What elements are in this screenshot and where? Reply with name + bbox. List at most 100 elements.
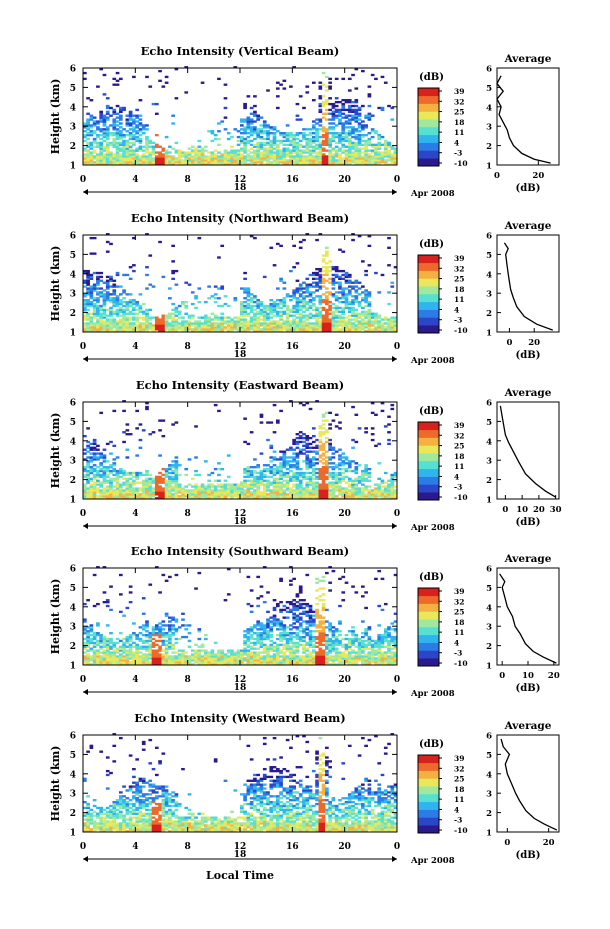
heatmap-cell: [102, 469, 107, 473]
heatmap-cell: [135, 161, 139, 164]
heatmap-cell: [92, 438, 97, 442]
heatmap-cell: [135, 316, 139, 319]
heatmap-cell: [148, 161, 153, 164]
heatmap-cell: [338, 328, 342, 331]
heatmap-cell: [118, 645, 123, 648]
heatmap-cell: [99, 118, 104, 121]
heatmap-cell: [99, 411, 104, 415]
heatmap-cell: [220, 287, 225, 290]
heatmap-cell: [347, 147, 352, 150]
colorbar-swatch: [418, 309, 439, 318]
colorbar-swatch: [418, 468, 439, 477]
heatmap-cell: [148, 141, 153, 145]
y-tick-label: 1: [70, 329, 76, 339]
heatmap-cell: [390, 153, 395, 156]
heatmap-cell: [102, 635, 107, 639]
heatmap-cell: [344, 287, 349, 290]
heatmap-cell: [325, 266, 329, 269]
heatmap-cell: [374, 161, 378, 164]
heatmap-cell: [194, 330, 198, 333]
heatmap-cell: [328, 137, 332, 141]
heatmap-cell: [92, 493, 97, 496]
heatmap-cell: [298, 149, 303, 152]
heatmap-cell: [112, 159, 117, 162]
heatmap-cell: [226, 326, 231, 329]
heatmap-cell: [282, 320, 287, 323]
heatmap-cell: [334, 269, 339, 273]
heatmap-cell: [321, 491, 326, 494]
heatmap-cell: [118, 471, 123, 475]
heatmap-cell: [292, 328, 296, 331]
heatmap-cell: [285, 314, 290, 317]
heatmap-cell: [266, 135, 270, 139]
heatmap-cell: [302, 471, 306, 475]
heatmap-cell: [161, 320, 166, 323]
heatmap-cell: [164, 81, 169, 84]
heatmap-cell: [210, 497, 215, 500]
heatmap-cell: [92, 481, 97, 484]
heatmap-cell: [341, 489, 346, 492]
heatmap-cell: [292, 151, 296, 154]
heatmap-cell: [262, 469, 267, 473]
heatmap-cell: [122, 151, 126, 154]
heatmap-cell: [171, 477, 175, 480]
heatmap-cell: [338, 330, 342, 333]
heatmap-cell: [243, 147, 247, 150]
heatmap-cell: [341, 322, 346, 325]
heatmap-cell: [321, 314, 326, 317]
heatmap-cell: [236, 328, 241, 331]
heatmap-cell: [243, 120, 247, 123]
heatmap-cell: [102, 281, 107, 284]
heatmap-cell: [328, 118, 332, 121]
heatmap-cell: [374, 145, 378, 148]
heatmap-cell: [302, 403, 306, 407]
heatmap-cell: [351, 118, 355, 121]
heatmap-cell: [240, 491, 244, 494]
heatmap-cell: [383, 139, 388, 143]
heatmap-cell: [387, 264, 391, 267]
heatmap-cell: [118, 299, 123, 302]
heatmap-cell: [282, 132, 287, 135]
heatmap-cell: [122, 314, 126, 317]
heatmap-cell: [334, 485, 339, 488]
heatmap-cell: [243, 485, 247, 488]
heatmap-cell: [256, 497, 261, 500]
heatmap-cell: [367, 155, 372, 158]
heatmap-cell: [318, 322, 323, 325]
heatmap-cell: [311, 330, 316, 333]
heatmap-cell: [148, 145, 153, 148]
heatmap-cell: [331, 157, 336, 160]
heatmap-cell: [318, 497, 323, 500]
heatmap-cell: [344, 151, 349, 154]
heatmap-cell: [334, 306, 339, 310]
heatmap-cell: [341, 269, 346, 273]
heatmap-cell: [253, 324, 257, 327]
heatmap-cell: [308, 291, 313, 294]
heatmap-cell: [102, 566, 107, 569]
heatmap-cell: [275, 95, 280, 98]
heatmap-cell: [164, 471, 169, 475]
heatmap-cell: [200, 151, 205, 154]
heatmap-cell: [226, 483, 231, 486]
heatmap-cell: [328, 300, 332, 304]
heatmap-cell: [321, 143, 326, 146]
heatmap-cell: [331, 163, 336, 166]
heatmap-cell: [233, 320, 238, 323]
heatmap-cell: [298, 320, 303, 323]
heatmap-cell: [292, 318, 296, 321]
heatmap-cell: [253, 308, 257, 312]
heatmap-cell: [302, 137, 306, 141]
heatmap-cell: [164, 151, 169, 154]
heatmap-cell: [184, 163, 189, 166]
heatmap-cell: [295, 433, 300, 436]
heatmap-cell: [154, 155, 159, 158]
heatmap-cell: [318, 267, 323, 271]
heatmap-cell: [285, 460, 290, 463]
heatmap-cell: [207, 163, 211, 166]
heatmap-cell: [325, 469, 329, 473]
heatmap-cell: [295, 291, 300, 294]
heatmap-cell: [89, 300, 94, 304]
heatmap-cell: [295, 477, 300, 480]
heatmap-cell: [308, 497, 313, 500]
heatmap-cell: [269, 246, 274, 249]
